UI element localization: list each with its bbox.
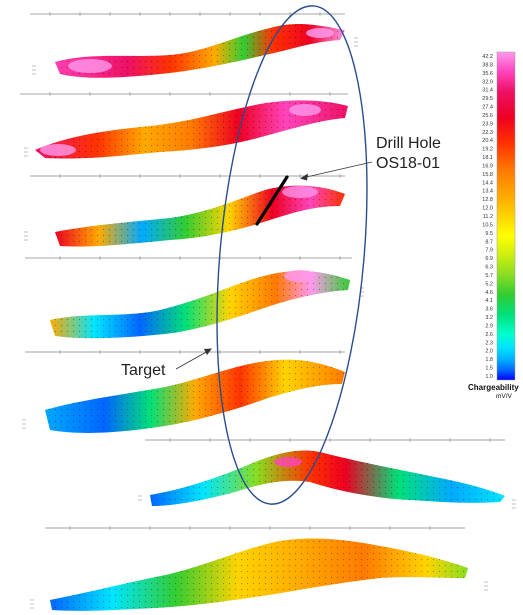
colorbar-tick-label: 6.9 (485, 256, 493, 262)
section-2 (20, 92, 348, 159)
colorbar-tick-label: 27.4 (482, 105, 493, 111)
drill-hole-label: Drill Hole OS18-01 (376, 135, 445, 172)
colorbar-tick-label: 25.6 (482, 113, 493, 119)
colorbar-tick-label: 15.8 (482, 172, 493, 178)
colorbar-tick-label: 1.5 (485, 366, 493, 372)
colorbar-tick-label: 10.5 (482, 222, 493, 228)
section-3 (24, 174, 345, 247)
colorbar-tick-label: 9.5 (485, 231, 493, 237)
colorbar-tick-label: 2.6 (485, 332, 493, 338)
section-1-anomaly (68, 59, 112, 73)
section-1 (30, 12, 358, 78)
section-1-depth-ticks (32, 37, 358, 75)
colorbar-tick-label: 31.4 (482, 88, 493, 94)
section-6-anomaly (274, 457, 302, 467)
colorbar-tick-label: 22.3 (482, 130, 493, 136)
drill-hole-trace (255, 175, 289, 226)
section-2-anomaly (40, 144, 76, 156)
colorbar-tick-label: 16.9 (482, 163, 493, 169)
colorbar-tick-label: 29.5 (482, 96, 493, 102)
colorbar-tick-label: 4.6 (485, 290, 493, 296)
drill-hole-label-line2: OS18-01 (376, 155, 440, 172)
colorbar-tick-label: 5.7 (485, 273, 493, 279)
colorbar-tick-label: 4.1 (485, 298, 493, 304)
colorbar-ticks: 42.2 38.8 35.6 32.9 31.4 29.5 27.4 25.6 23.9 22.3… (482, 54, 493, 380)
drill-hole-arrowhead (300, 173, 308, 181)
colorbar-tick-label: 32.9 (482, 79, 493, 85)
colorbar-tick-label: 20.4 (482, 138, 493, 144)
section-5 (22, 350, 345, 433)
colorbar-tick-label: 42.2 (482, 54, 493, 60)
section-4 (25, 256, 364, 339)
colorbar-tick-label: 1.0 (485, 374, 493, 380)
colorbar-tick-label: 38.8 (482, 62, 493, 68)
section-4-anomaly (284, 270, 316, 282)
colorbar-tick-label: 12.8 (482, 197, 493, 203)
section-6 (138, 438, 516, 509)
colorbar-tick-label: 6.3 (485, 265, 493, 271)
colorbar-tick-label: 23.9 (482, 121, 493, 127)
drill-hole-label-line1: Drill Hole (376, 135, 441, 152)
colorbar-tick-label: 7.9 (485, 248, 493, 254)
drill-hole-arrow (301, 161, 373, 179)
colorbar-tick-label: 8.7 (485, 239, 493, 245)
colorbar-tick-label: 3.6 (485, 307, 493, 313)
section-7 (30, 526, 488, 611)
colorbar-title: Chargeability (468, 383, 519, 392)
target-ellipse (216, 5, 368, 505)
section-3-anomaly (282, 186, 318, 198)
colorbar: 42.2 38.8 35.6 32.9 31.4 29.5 27.4 25.6 23.9 22.3… (468, 51, 519, 400)
colorbar-tick-label: 11.2 (483, 214, 493, 220)
colorbar-tick-label: 18.1 (482, 155, 493, 161)
colorbar-scale (496, 51, 516, 381)
colorbar-tick-label: 2.3 (485, 340, 493, 346)
section-1-ticks (49, 12, 321, 16)
colorbar-units: mV/V (496, 393, 513, 400)
colorbar-tick-label: 3.2 (485, 315, 493, 321)
target-arrow (175, 349, 211, 370)
colorbar-tick-label: 1.8 (485, 357, 493, 363)
colorbar-tick-label: 19.2 (482, 147, 493, 153)
target-arrowhead (204, 348, 212, 355)
colorbar-tick-label: 12.0 (482, 206, 493, 212)
colorbar-tick-label: 2.9 (485, 323, 493, 329)
colorbar-tick-label: 2.0 (485, 349, 493, 355)
colorbar-tick-label: 35.6 (482, 71, 493, 77)
target-label: Target (121, 362, 166, 379)
colorbar-tick-label: 14.4 (482, 180, 493, 186)
colorbar-tick-label: 13.4 (482, 189, 493, 195)
colorbar-tick-label: 5.2 (485, 281, 493, 287)
